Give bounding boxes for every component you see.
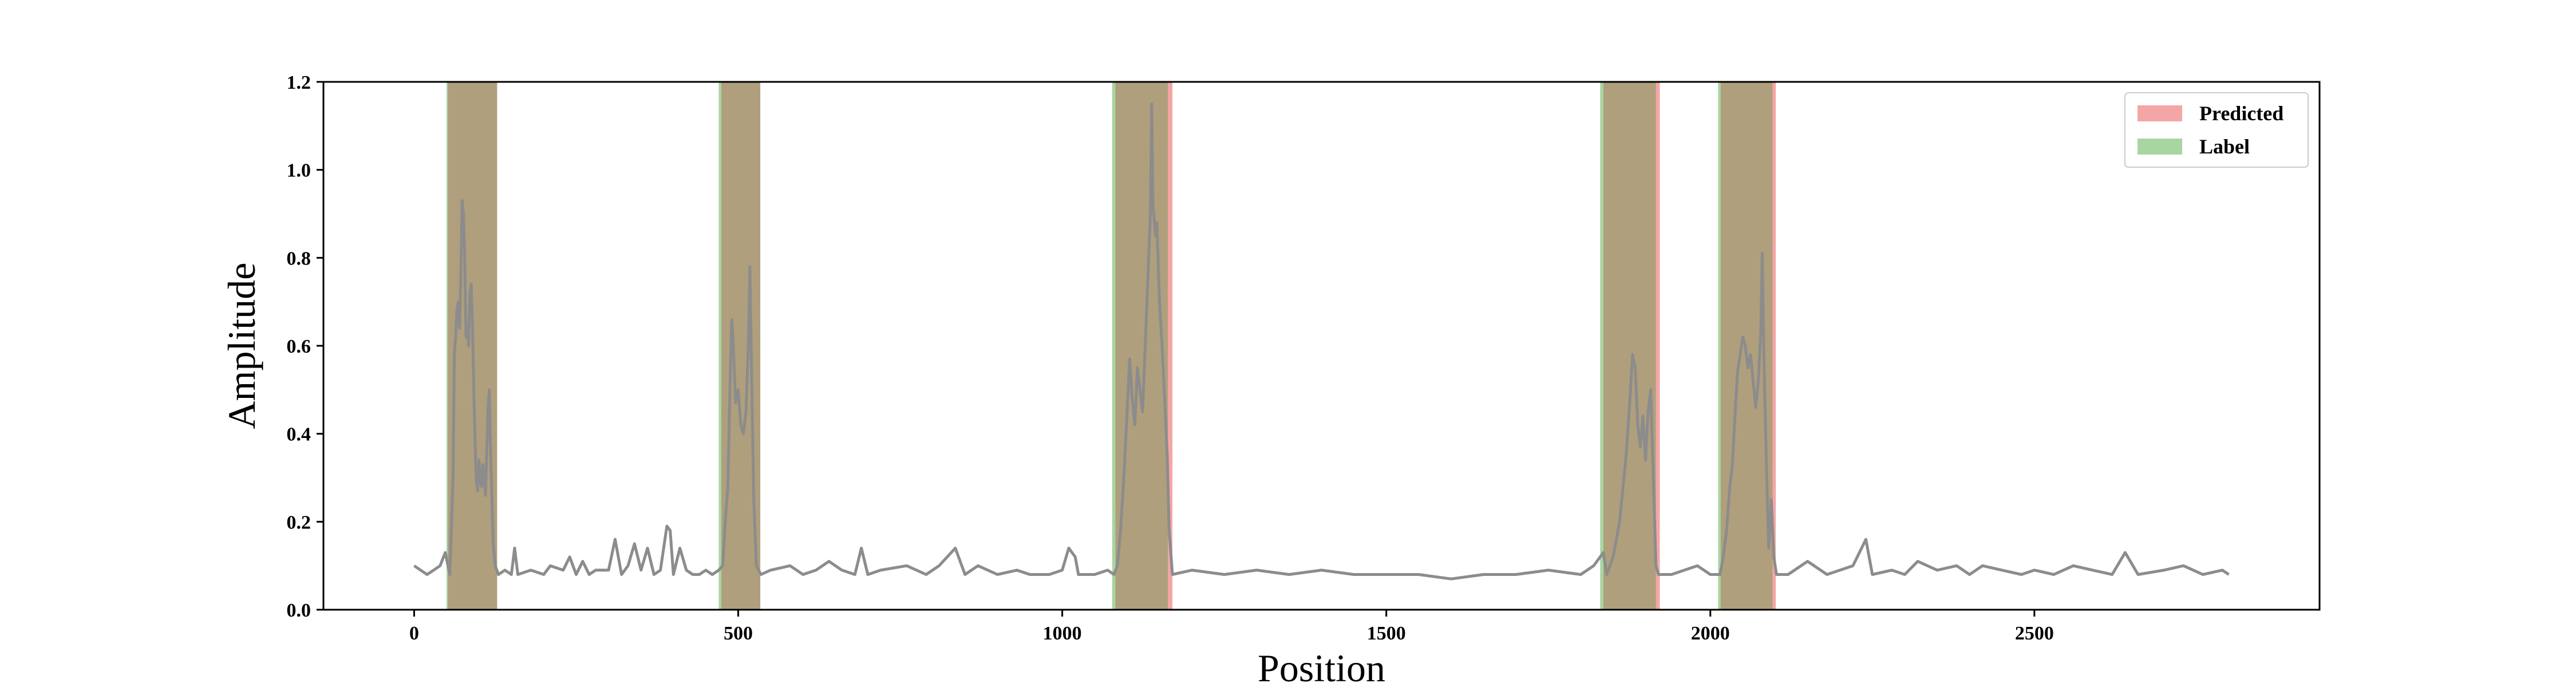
legend-swatch-predicted xyxy=(2138,105,2182,121)
plot-frame xyxy=(322,81,2321,611)
x-tick-label-2000: 2000 xyxy=(1691,623,1730,644)
overlap-region-2 xyxy=(1115,82,1168,610)
x-tick-label-1000: 1000 xyxy=(1043,623,1082,644)
signal-series xyxy=(413,102,2230,581)
highlight-regions xyxy=(447,82,1776,610)
y-tick-label-4: 0.8 xyxy=(287,248,311,269)
legend-label-label: Label xyxy=(2199,135,2250,158)
legend-swatch-label xyxy=(2138,139,2182,155)
x-tick-label-0: 0 xyxy=(409,623,419,644)
legend: Predicted Label xyxy=(2124,92,2309,168)
amplitude-line-0 xyxy=(413,102,2230,581)
x-axis-ticks: 0 500 1000 1500 2000 2500 xyxy=(409,610,2054,644)
y-tick-label-5: 1.0 xyxy=(287,160,311,181)
overlap-region-3 xyxy=(1603,82,1656,610)
y-tick-label-6: 1.2 xyxy=(287,72,311,93)
legend-label-predicted: Predicted xyxy=(2199,102,2283,125)
y-axis-label: Amplitude xyxy=(220,263,263,429)
y-tick-label-2: 0.4 xyxy=(287,424,311,445)
y-axis-ticks: 0.0 0.2 0.4 0.6 0.8 1.0 1.2 xyxy=(287,72,323,621)
x-axis-label: Position xyxy=(1258,646,1385,687)
y-tick-label-0: 0.0 xyxy=(287,600,311,621)
x-tick-label-500: 500 xyxy=(724,623,753,644)
y-tick-label-3: 0.6 xyxy=(287,336,311,357)
y-tick-label-1: 0.2 xyxy=(287,512,311,533)
x-tick-label-1500: 1500 xyxy=(1367,623,1406,644)
x-tick-label-2500: 2500 xyxy=(2015,623,2054,644)
